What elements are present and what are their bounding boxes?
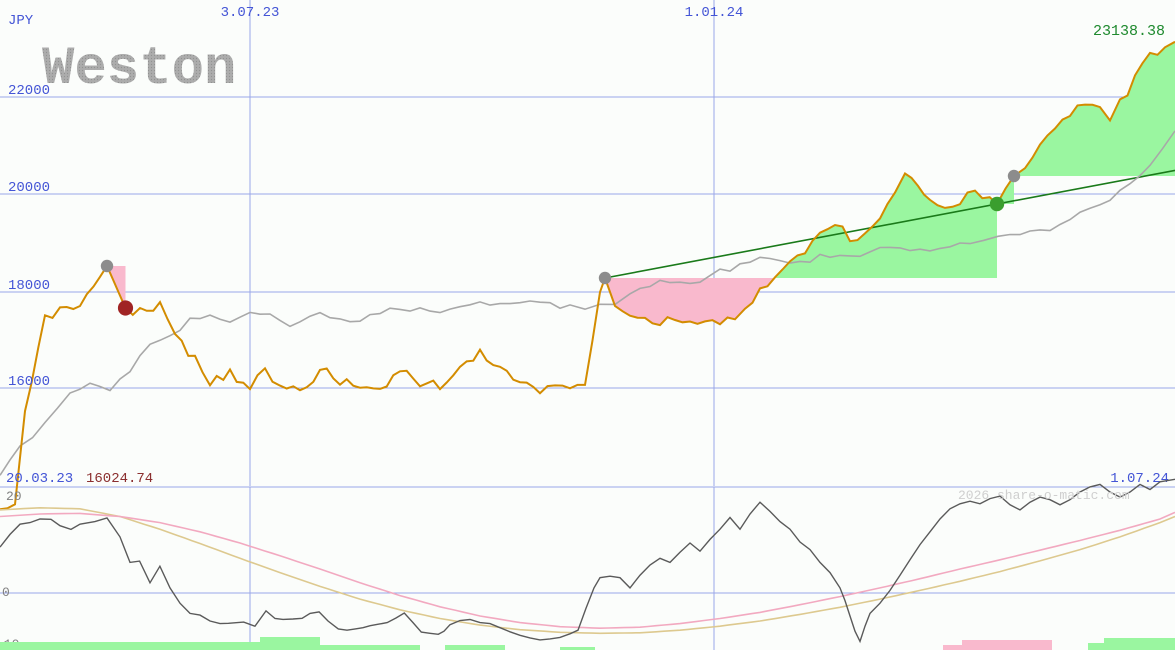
svg-text:16024.74: 16024.74 (86, 471, 153, 487)
svg-text:2026 share-o-matic.com: 2026 share-o-matic.com (958, 488, 1130, 503)
svg-text:0: 0 (2, 585, 10, 600)
svg-text:18000: 18000 (8, 278, 50, 294)
svg-text:1.01.24: 1.01.24 (685, 5, 744, 21)
svg-text:3.07.23: 3.07.23 (221, 5, 280, 21)
svg-text:Weston: Weston (42, 39, 236, 100)
svg-text:20.03.23: 20.03.23 (6, 471, 73, 487)
svg-text:16000: 16000 (8, 374, 50, 390)
svg-text:20: 20 (6, 489, 22, 504)
svg-text:JPY: JPY (8, 13, 34, 29)
svg-text:20000: 20000 (8, 180, 50, 196)
svg-text:23138.38: 23138.38 (1093, 23, 1165, 40)
